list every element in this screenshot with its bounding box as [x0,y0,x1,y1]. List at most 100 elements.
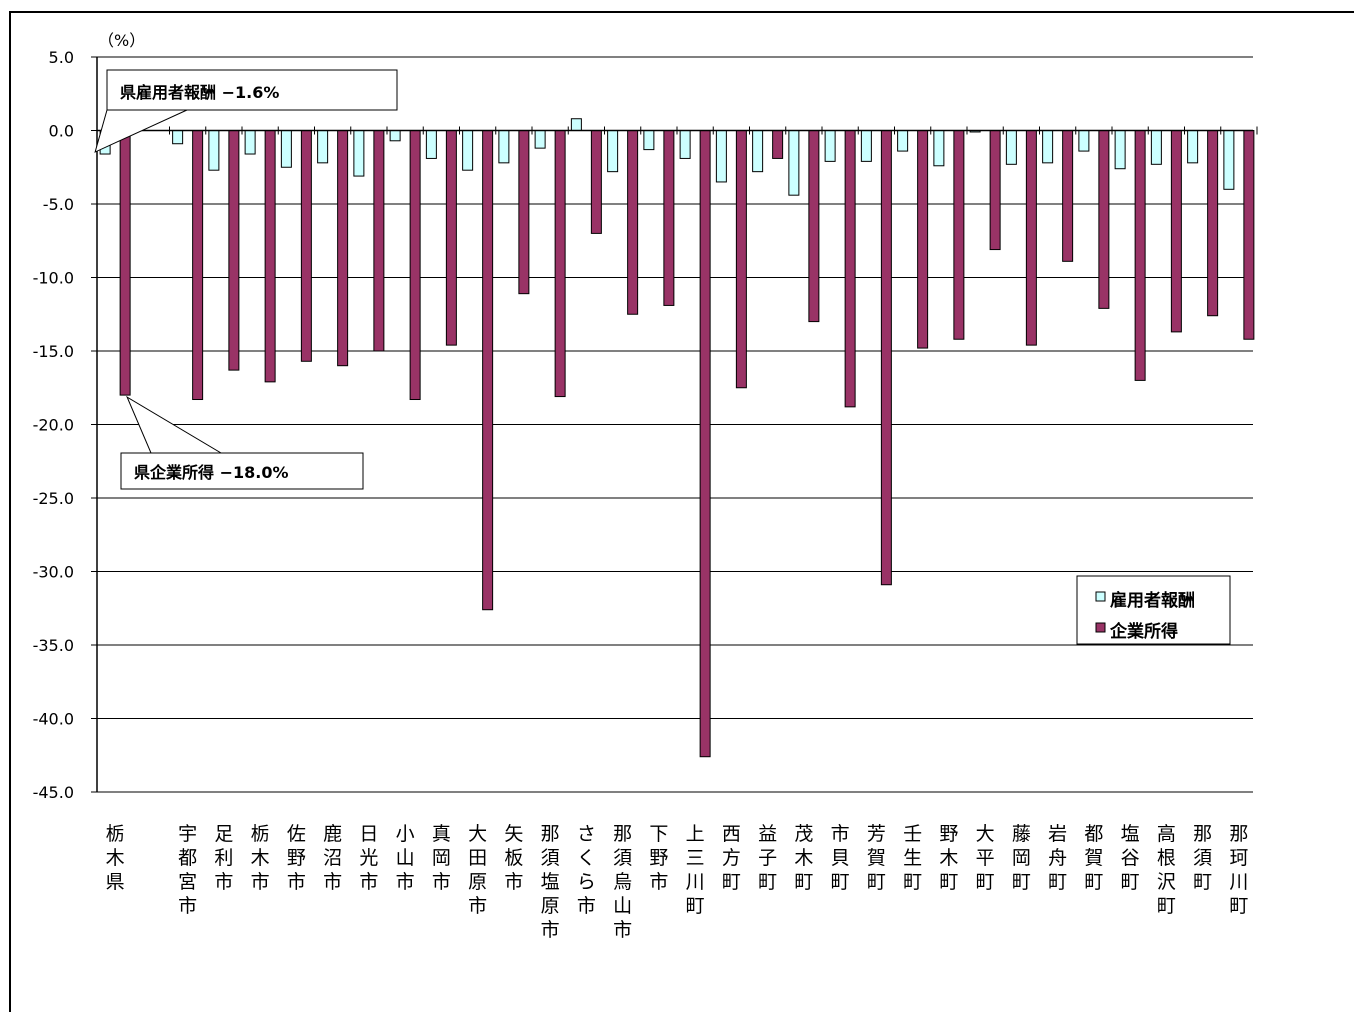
category-label: 栃木県 [106,823,125,893]
y-tick-label: -5.0 [43,195,74,214]
x-axis-labels: 栃木県 宇都宮市足利市栃木市佐野市鹿沼市日光市小山市真岡市大田原市矢板市那須塩原市… [106,823,1249,941]
bar-koyousha [1042,130,1054,164]
category-label: 大田原市 [468,823,487,917]
bar-kigyou [699,130,711,758]
bar-kigyou [1170,130,1182,333]
category-label: 大平町 [976,823,995,893]
bar-koyousha [715,130,727,183]
category-label: 高根沢町 [1157,823,1176,917]
bar-kigyou [300,130,312,362]
chart-frame [9,11,1354,1012]
category-label: 野木町 [939,823,958,893]
bar-koyousha [498,130,510,164]
category-label: 真岡市 [432,823,451,893]
bar-kigyou [953,130,965,340]
bar-koyousha [933,130,945,167]
bar-koyousha [788,130,800,196]
category-label: 岩舟町 [1048,823,1067,893]
bar-koyousha [679,130,691,159]
y-tick-label: 5.0 [49,48,74,67]
bar-koyousha [317,130,329,164]
bar-kigyou [482,130,494,611]
legend-box [1076,575,1231,645]
bar-koyousha [1150,130,1162,165]
annotation-pointer [126,395,223,454]
category-label: 那珂川町 [1229,823,1248,917]
annotation-box [106,69,398,111]
bar-kigyou [518,130,530,295]
y-tick-label: -45.0 [33,783,74,802]
category-label: 那須烏山市 [613,823,632,941]
category-label: 日光市 [359,823,378,893]
bar-kigyou [228,130,240,371]
category-label: 足利市 [214,823,233,893]
bar-koyousha [353,130,365,177]
bar-koyousha [570,118,582,131]
bar-koyousha [1187,130,1199,164]
bar-kigyou [1025,130,1037,346]
legend-label: 企業所得 [1109,621,1178,642]
bar-kigyou [264,130,276,383]
bar-kigyou [445,130,457,346]
bar-kigyou [409,130,421,401]
legend-swatch [1095,591,1106,602]
bar-koyousha [172,130,184,145]
category-label: 壬生町 [903,823,922,893]
annotation-text: 県雇用者報酬 −1.6% [120,83,279,102]
category-label: 鹿沼市 [323,823,342,893]
bar-kigyou [1062,130,1074,262]
y-tick-label: -35.0 [33,636,74,655]
bar-kigyou [627,130,639,315]
bar-kigyou [1243,130,1255,340]
bar-koyousha [1223,130,1235,190]
bar-koyousha [607,130,619,173]
y-tick-label: -20.0 [33,416,74,435]
bar-koyousha [897,130,909,152]
category-label: 茂木町 [794,823,813,893]
bar-kigyou [880,130,892,586]
bar-koyousha [389,130,401,142]
category-label: 西方町 [722,823,741,893]
bar-kigyou [917,130,929,349]
bar-koyousha [425,130,437,159]
category-label: 栃木市 [251,823,270,893]
annotation-box [120,452,364,490]
bar-kigyou [772,130,784,159]
bar-kigyou [554,130,566,398]
bar-kigyou [989,130,1001,251]
y-unit-label: （%） [98,31,145,50]
bar-koyousha [860,130,872,162]
bar-koyousha [244,130,256,155]
bar-koyousha [208,130,220,171]
bars [97,118,1258,758]
category-label: 上三川町 [686,823,705,917]
bar-kigyou [590,130,602,234]
category-label: 下野市 [649,823,668,893]
category-label: 那須町 [1193,823,1212,893]
bar-koyousha [462,130,474,171]
bar-kigyou [373,130,385,352]
category-label: さくら市 [577,823,596,917]
category-label: 都賀町 [1084,823,1103,893]
category-label: 塩谷町 [1121,823,1140,893]
bar-koyousha [280,130,292,168]
bar-kigyou [844,130,856,408]
category-label: 市貝町 [831,823,850,893]
bar-kigyou [337,130,349,367]
y-tick-label: -15.0 [33,342,74,361]
legend-label: 雇用者報酬 [1110,590,1195,611]
bar-kigyou [1134,130,1146,381]
bar-kigyou [119,130,131,396]
bar-kigyou [192,130,204,401]
y-tick-label: -25.0 [33,489,74,508]
y-tick-label: -10.0 [33,269,74,288]
y-tick-label: -40.0 [33,710,74,729]
bar-kigyou [663,130,675,306]
category-label: 芳賀町 [867,823,886,893]
bar-kigyou [808,130,820,323]
y-axis: 5.0 0.0 -5.0 -10.0 -15.0 -20.0 -25.0 -30.0 -35.0… [33,48,98,802]
annotations: 県雇用者報酬 −1.6% 県企業所得 −18.0% [94,69,398,490]
legend-swatch [1095,622,1106,633]
category-label: 藤岡町 [1012,823,1031,893]
